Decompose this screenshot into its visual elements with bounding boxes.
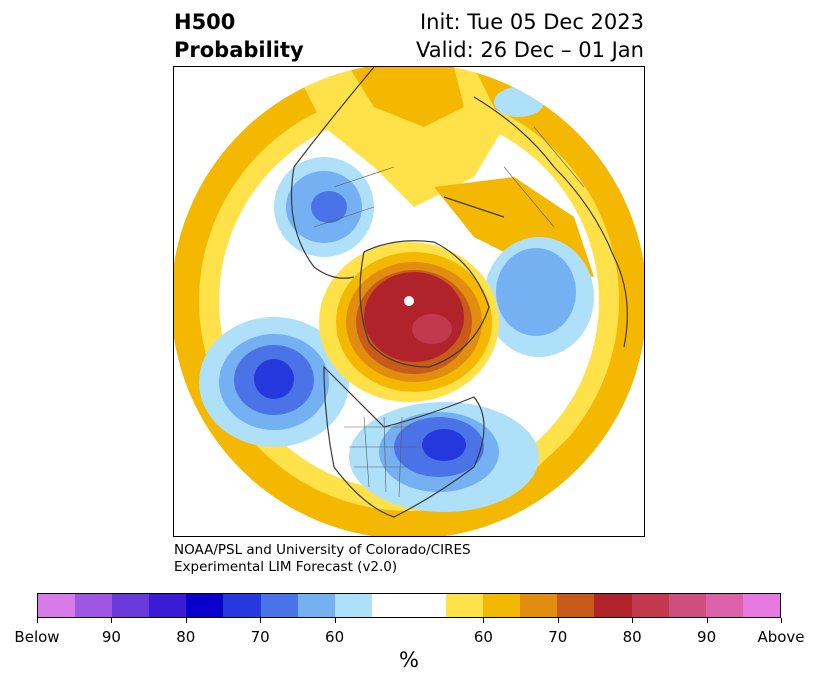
title-left: H500 Probability <box>174 8 304 64</box>
colorbar-tick <box>632 618 634 623</box>
colorbar-segment <box>631 594 669 617</box>
colorbar-segment <box>408 594 447 617</box>
colorbar-tick <box>781 618 782 623</box>
colorbar-segment <box>112 594 150 617</box>
colorbar-tick-label: 90 <box>101 628 121 646</box>
central-asia-below-70 <box>311 191 347 223</box>
colorbar-tick <box>706 618 708 623</box>
arctic-above-80 <box>364 272 464 362</box>
valid-range: Valid: 26 Dec – 01 Jan <box>415 38 644 62</box>
probability-map <box>173 66 645 537</box>
colorbar-segment <box>149 594 187 617</box>
colorbar-segment <box>594 594 632 617</box>
colorbar-tick-label: 90 <box>697 628 717 646</box>
colorbar-tick-label: Above <box>757 628 805 646</box>
colorbar-tick <box>334 618 336 623</box>
north-pole-marker <box>404 296 414 306</box>
colorbar-tick-label: 60 <box>325 628 345 646</box>
init-date: Init: Tue 05 Dec 2023 <box>419 10 644 34</box>
far-east-below <box>494 87 544 117</box>
colorbar-segment <box>483 594 521 617</box>
colorbar-tick-label: 70 <box>548 628 568 646</box>
east-us-below-80 <box>422 429 466 461</box>
colorbar-segment <box>260 594 298 617</box>
colorbar-segment <box>186 594 224 617</box>
map-canvas <box>174 67 644 536</box>
state-borders <box>313 126 585 498</box>
north-pacific-below-80 <box>254 359 294 399</box>
colorbar-unit: % <box>399 648 419 672</box>
colorbar-segment <box>371 594 409 617</box>
credit: NOAA/PSL and University of Colorado/CIRE… <box>174 542 471 576</box>
colorbar-tick-label: 60 <box>473 628 493 646</box>
title-product: Probability <box>174 38 304 62</box>
colorbar-tick <box>483 618 485 623</box>
title-variable: H500 <box>174 10 236 34</box>
title-right: Init: Tue 05 Dec 2023 Valid: 26 Dec – 01… <box>416 8 644 64</box>
colorbar-tick-label: 80 <box>176 628 196 646</box>
colorbar-segment <box>75 594 113 617</box>
colorbar-segment <box>38 594 76 617</box>
colorbar-segment <box>705 594 743 617</box>
colorbar-segment <box>557 594 595 617</box>
colorbar-segment <box>668 594 706 617</box>
colorbar <box>37 593 781 618</box>
europe-above-60 <box>349 67 464 127</box>
colorbar-tick <box>111 618 113 623</box>
colorbar-tick <box>260 618 262 623</box>
east-asia-below-60 <box>496 248 576 336</box>
colorbar-segment <box>297 594 335 617</box>
arctic-above-85 <box>412 314 452 344</box>
credit-org: NOAA/PSL and University of Colorado/CIRE… <box>174 542 471 558</box>
colorbar-tick-label: 80 <box>622 628 642 646</box>
colorbar-tick <box>557 618 559 623</box>
colorbar-segment <box>446 594 484 617</box>
colorbar-tick <box>37 618 38 623</box>
colorbar-segment <box>223 594 261 617</box>
colorbar-tick <box>185 618 187 623</box>
credit-model: Experimental LIM Forecast (v2.0) <box>174 559 398 575</box>
colorbar-segment <box>334 594 372 617</box>
colorbar-tick-label: Below <box>14 628 60 646</box>
colorbar-segment <box>520 594 558 617</box>
colorbar-segment <box>742 594 780 617</box>
colorbar-tick-label: 70 <box>250 628 270 646</box>
